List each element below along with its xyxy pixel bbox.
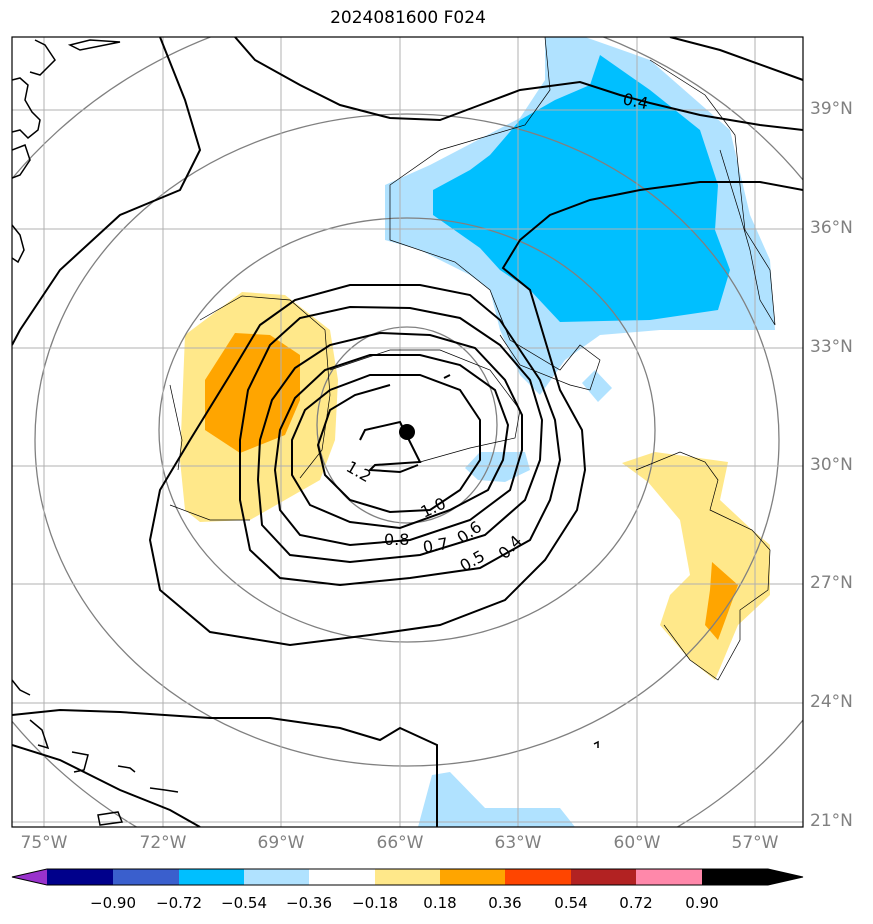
lat-label: 39°N [810, 99, 853, 119]
lon-label: 60°W [613, 833, 661, 853]
storm-center-marker [399, 424, 415, 440]
colorbar-tick-label: 0.54 [554, 894, 588, 912]
colorbar-swatch [309, 869, 375, 885]
contour-label: 0.7 [421, 534, 449, 557]
contour-label: 1.2 [343, 457, 375, 486]
lat-label: 21°N [810, 811, 853, 831]
lon-label: 72°W [139, 833, 187, 853]
lat-label: 36°N [810, 218, 853, 238]
colorbar-tick-label: 0.72 [619, 894, 653, 912]
main-contours [12, 37, 803, 827]
map-title: 2024081600 F024 [330, 8, 486, 28]
lon-label: 63°W [494, 833, 542, 853]
lon-label: 75°W [20, 833, 68, 853]
lat-label: 30°N [810, 455, 853, 475]
colorbar-tick-label: −0.72 [156, 894, 202, 912]
colorbar-tick-label: 0.36 [488, 894, 522, 912]
range-rings [12, 37, 803, 827]
colorbar-swatch [571, 869, 636, 885]
contour-label: 1.0 [418, 494, 449, 522]
contour-label: 0.4 [621, 89, 650, 113]
colorbar-swatch [244, 869, 309, 885]
lon-label: 66°W [376, 833, 424, 853]
negative-anomaly-fill [385, 37, 775, 827]
colorbar-swatch [47, 869, 113, 885]
colorbar-tick-label: 0.18 [423, 894, 457, 912]
colorbar-tick-label: −0.54 [221, 894, 267, 912]
colorbar-tick-label: −0.36 [286, 894, 332, 912]
lat-label: 27°N [810, 573, 853, 593]
lat-lon-grid [12, 37, 803, 827]
map-frame [11, 36, 804, 828]
colorbar-swatch [113, 869, 179, 885]
colorbar-swatch [12, 869, 47, 885]
colorbar-swatch [440, 869, 505, 885]
lat-label: 24°N [810, 692, 853, 712]
lon-label: 57°W [731, 833, 779, 853]
colorbar-swatch [505, 869, 571, 885]
lat-label: 33°N [810, 337, 853, 357]
colorbar-tick-label: −0.90 [90, 894, 136, 912]
coastlines [12, 39, 599, 826]
colorbar-tick-label: 0.90 [685, 894, 719, 912]
colorbar-swatch [179, 869, 244, 885]
colorbar-swatch [375, 869, 440, 885]
colorbar-tick-label: −0.18 [352, 894, 398, 912]
colorbar [11, 868, 804, 886]
positive-anomaly-fill [180, 292, 770, 680]
colorbar-swatch [636, 869, 702, 885]
map-plot-area: 0.4 1.2 1.0 0.8 0.7 0.6 0.5 0.4 [12, 37, 803, 827]
thin-contours [169, 37, 776, 681]
lon-label: 69°W [257, 833, 305, 853]
contour-label: 0.8 [384, 530, 409, 549]
